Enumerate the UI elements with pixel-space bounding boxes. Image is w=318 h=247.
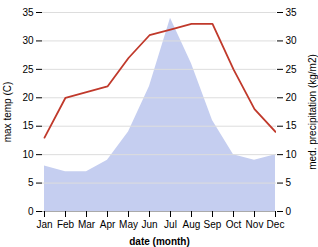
svg-text:25: 25 <box>22 64 34 75</box>
svg-text:15: 15 <box>286 120 298 131</box>
svg-text:Jul: Jul <box>164 219 177 230</box>
svg-text:0: 0 <box>28 206 34 217</box>
svg-text:May: May <box>119 219 138 230</box>
svg-text:5: 5 <box>286 177 292 188</box>
svg-text:5: 5 <box>28 177 34 188</box>
svg-text:20: 20 <box>22 92 34 103</box>
svg-text:10: 10 <box>22 149 34 160</box>
svg-text:10: 10 <box>286 149 298 160</box>
svg-text:Feb: Feb <box>57 219 75 230</box>
svg-text:30: 30 <box>22 35 34 46</box>
svg-text:35: 35 <box>22 7 34 18</box>
svg-text:15: 15 <box>22 120 34 131</box>
svg-text:Jan: Jan <box>36 219 52 230</box>
svg-text:Nov: Nov <box>246 219 264 230</box>
svg-text:Oct: Oct <box>226 219 242 230</box>
svg-text:30: 30 <box>286 35 298 46</box>
svg-text:35: 35 <box>286 7 298 18</box>
svg-text:med. precipitation (kg/m2): med. precipitation (kg/m2) <box>307 54 318 170</box>
svg-text:0: 0 <box>286 206 292 217</box>
svg-text:25: 25 <box>286 64 298 75</box>
svg-text:Mar: Mar <box>78 219 96 230</box>
svg-text:20: 20 <box>286 92 298 103</box>
svg-text:Aug: Aug <box>183 219 201 230</box>
svg-text:date (month): date (month) <box>129 236 190 247</box>
svg-text:max temp (C): max temp (C) <box>2 82 13 143</box>
svg-text:Jun: Jun <box>141 219 157 230</box>
svg-text:Apr: Apr <box>100 219 116 230</box>
svg-text:Sep: Sep <box>204 219 222 230</box>
svg-text:Dec: Dec <box>267 219 285 230</box>
